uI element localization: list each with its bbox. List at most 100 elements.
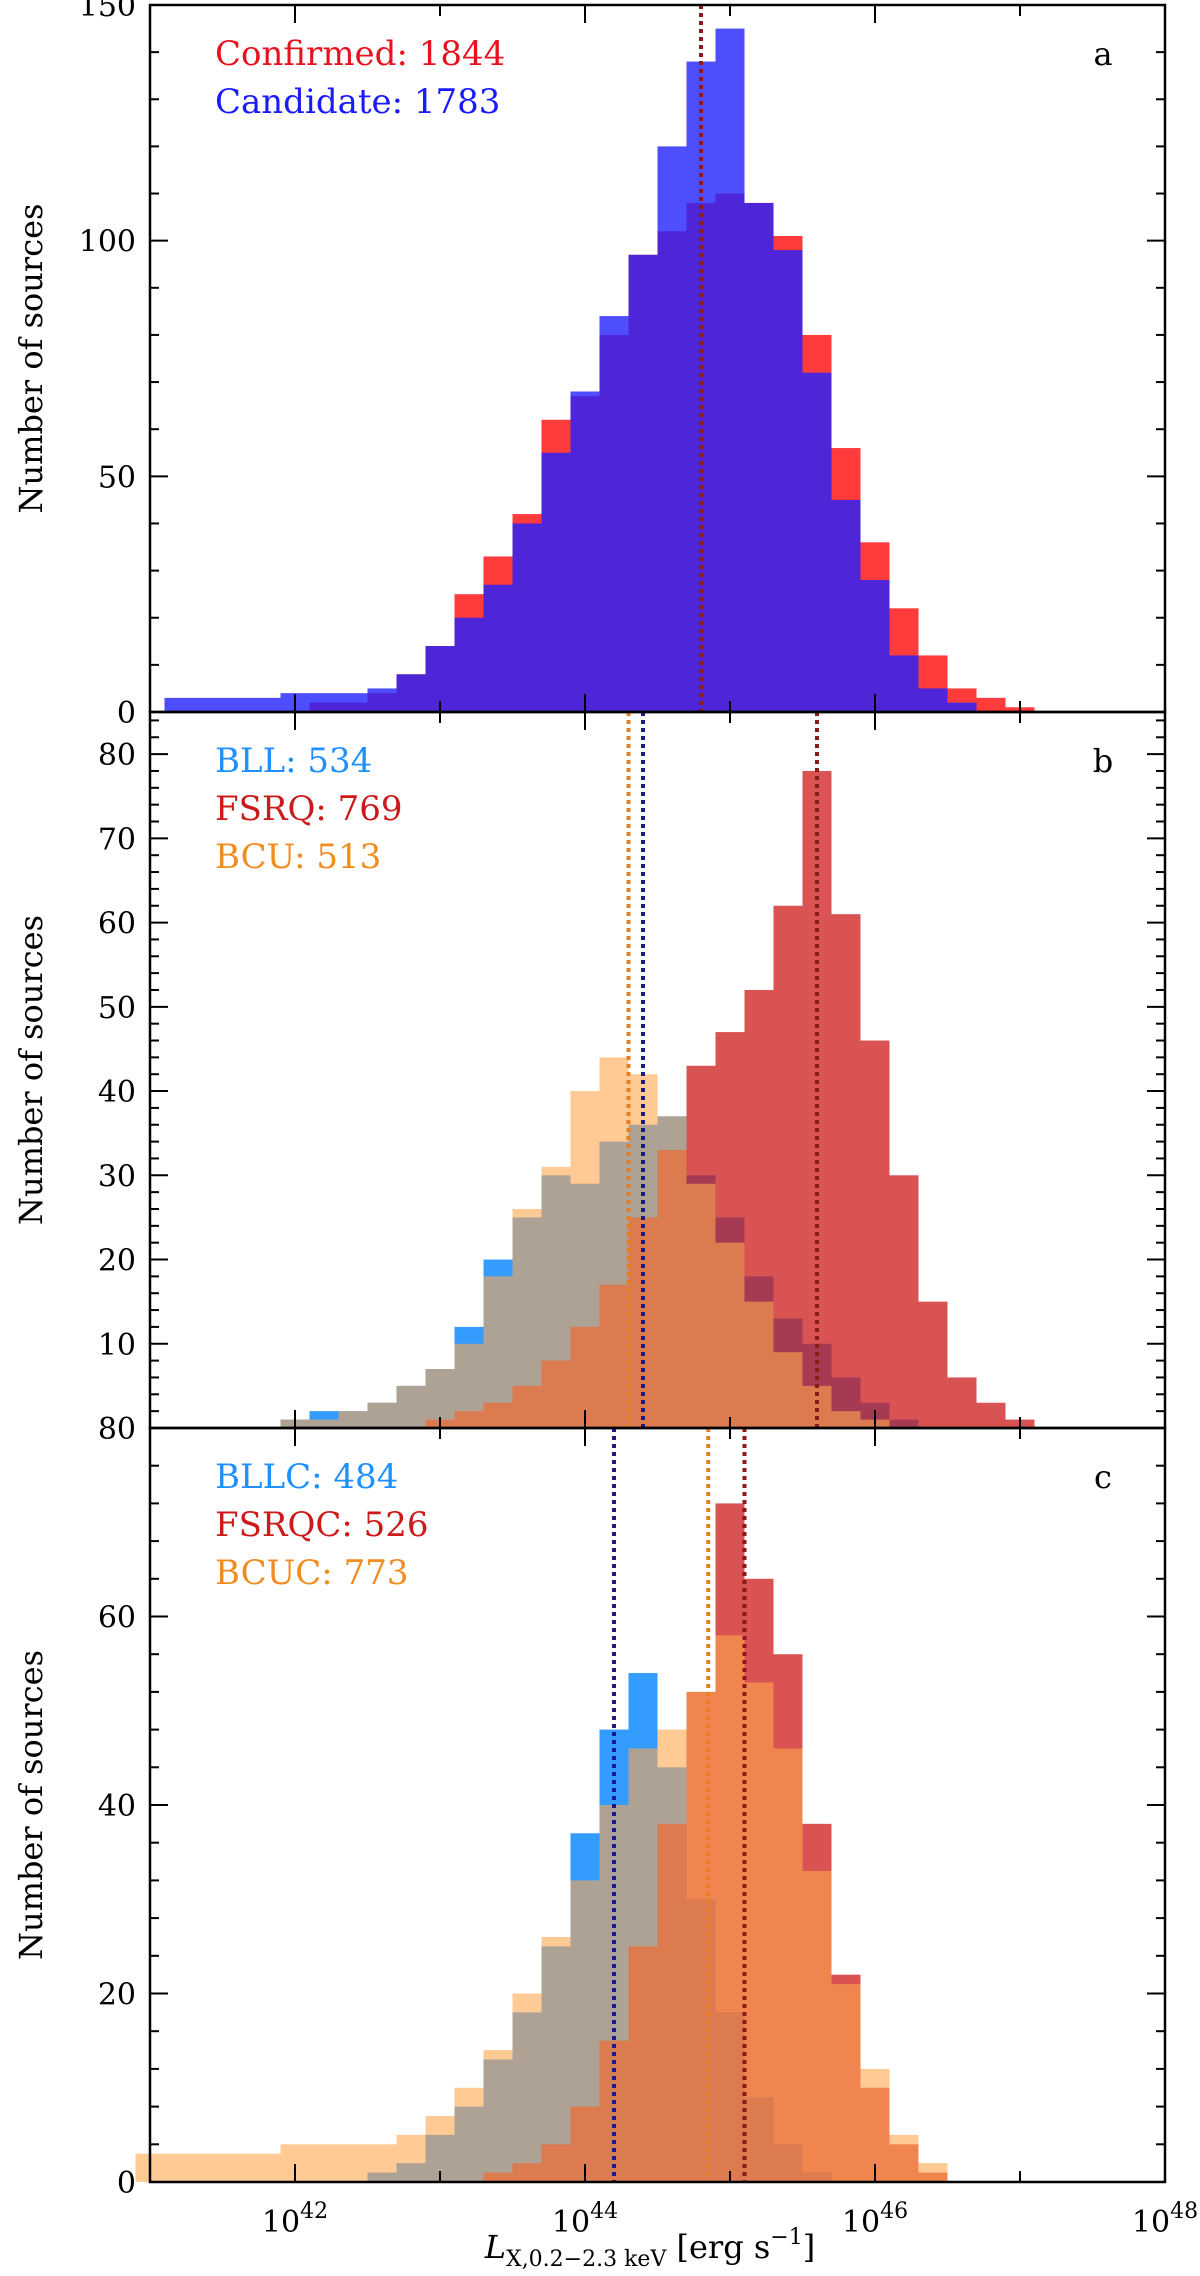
panel-label: a (1093, 35, 1112, 73)
y-tick-label: 20 (98, 1978, 136, 2013)
bar (396, 1385, 426, 1428)
legend-entry: BCU: 513 (215, 837, 381, 877)
legend-entry: Confirmed: 1844 (215, 34, 505, 74)
bar (570, 391, 600, 712)
y-axis-title: Number of sources (12, 1650, 50, 1960)
bar (802, 1870, 832, 2182)
bar (541, 1936, 571, 2182)
bar (715, 1635, 745, 2182)
bar (338, 2144, 368, 2182)
legend-entry: BCUC: 773 (215, 1553, 408, 1593)
bar (918, 2163, 948, 2182)
panel-c: 0 20 40 60 80 Number of sources BLLC: 484 FSRQC… (12, 1412, 1198, 2240)
bar (831, 499, 861, 712)
bar (251, 697, 281, 712)
bar (570, 1880, 600, 2182)
bar (744, 1301, 774, 1428)
bar (193, 697, 223, 712)
bar (599, 316, 629, 712)
y-tick-label: 50 (98, 991, 136, 1026)
bar (773, 905, 803, 1428)
bar (976, 697, 1006, 712)
bar (918, 1301, 948, 1428)
bar (309, 2144, 339, 2182)
x-tick-label: 1042 (262, 2199, 328, 2240)
bar (164, 2153, 194, 2182)
x-tick-label: 1044 (552, 2199, 618, 2240)
legend-entry: FSRQ: 769 (215, 789, 403, 829)
bar (860, 2068, 890, 2182)
bar (454, 2087, 484, 2182)
y-tick-label: 50 (98, 460, 136, 495)
panel-b: 10 20 30 40 50 60 70 80 Number of sources BLL: 53… (12, 710, 1167, 1430)
bar (831, 914, 861, 1428)
bar (309, 693, 339, 712)
bar (744, 202, 774, 712)
bar (860, 580, 890, 712)
y-tick-label: 70 (98, 822, 136, 857)
y-tick-label: 60 (98, 907, 136, 942)
panel-a: 0 50 100 150 Number of sources Confirmed: 184… (12, 0, 1167, 731)
panel-label: c (1094, 1458, 1112, 1496)
bar (222, 697, 252, 712)
x-tick-label: 1048 (1132, 2199, 1198, 2240)
bar (483, 1276, 513, 1428)
bar (483, 584, 513, 712)
bar (628, 1748, 658, 2182)
bar (715, 28, 745, 713)
bar (889, 655, 919, 712)
bar (947, 702, 977, 712)
y-tick-label: 40 (98, 1789, 136, 1824)
y-tick-label: 10 (98, 1328, 136, 1363)
bar (918, 688, 948, 712)
series-a-1 (164, 28, 977, 713)
legend-entry: FSRQC: 526 (215, 1505, 429, 1545)
bar (338, 1411, 368, 1428)
bar (889, 1175, 919, 1428)
bar (802, 372, 832, 712)
bar (657, 146, 687, 712)
y-tick-label: 60 (98, 1601, 136, 1636)
bar (396, 674, 426, 712)
y-tick-label: 30 (98, 1159, 136, 1194)
bar (454, 617, 484, 712)
y-tick-label: 20 (98, 1244, 136, 1279)
bar (831, 1984, 861, 2182)
panel-label: b (1093, 742, 1113, 780)
bar (570, 1091, 600, 1428)
bar (222, 2153, 252, 2182)
bar (744, 1682, 774, 2182)
bar (628, 254, 658, 712)
bar (686, 61, 716, 713)
y-tick-label: 0 (117, 2166, 136, 2201)
y-tick-label: 100 (79, 225, 136, 260)
bar (396, 2134, 426, 2182)
series-c-2 (135, 1635, 948, 2182)
bar (309, 1419, 339, 1428)
bar (889, 2134, 919, 2182)
bar (251, 2153, 281, 2182)
bar (773, 1748, 803, 2182)
bar (512, 523, 542, 712)
bar (773, 1352, 803, 1428)
bar (483, 2050, 513, 2182)
bar (367, 688, 397, 712)
bar (976, 1402, 1006, 1428)
bar (715, 1242, 745, 1428)
bar (512, 1208, 542, 1428)
y-tick-label: 150 (79, 0, 136, 24)
bar (599, 1057, 629, 1428)
bar (686, 1691, 716, 2182)
bar (338, 693, 368, 712)
legend-entry: BLL: 534 (215, 741, 372, 781)
bar (773, 250, 803, 713)
y-tick-label: 0 (117, 696, 136, 731)
y-tick-label: 80 (98, 1412, 136, 1447)
y-tick-label: 80 (98, 738, 136, 773)
x-tick-label: 1046 (842, 2199, 908, 2240)
bar (860, 1040, 890, 1428)
bar (541, 452, 571, 712)
bar (164, 697, 194, 712)
